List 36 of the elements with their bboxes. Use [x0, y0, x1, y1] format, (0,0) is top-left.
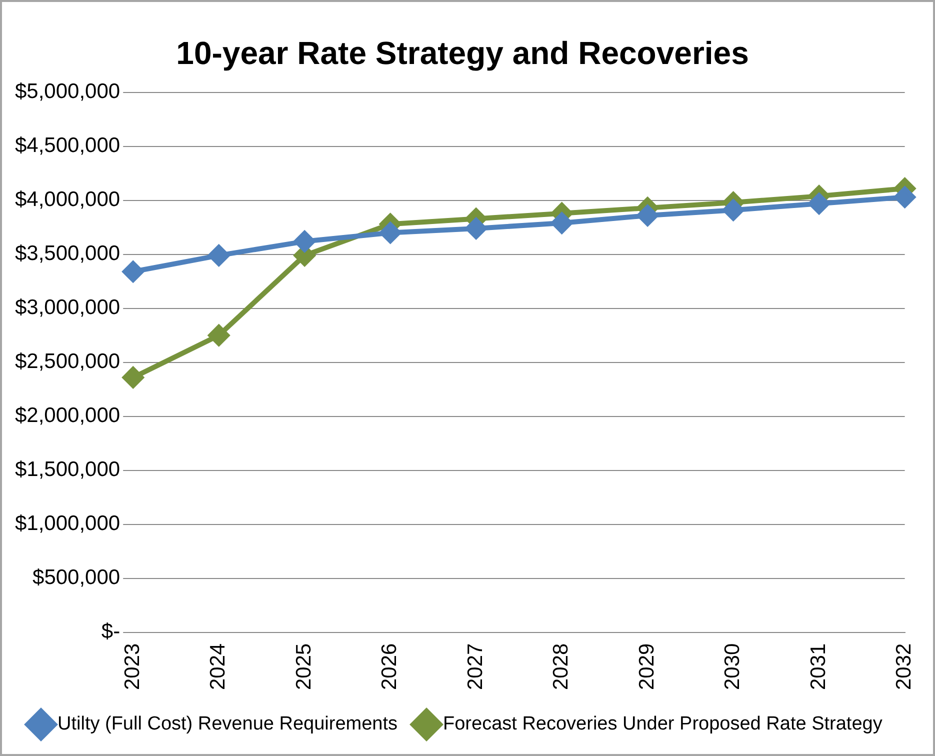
x-tick-label: 2029	[635, 643, 658, 690]
x-tick-label: 2026	[378, 643, 402, 690]
x-tick-label: 2031	[806, 643, 830, 690]
y-tick-label: $1,000,000	[14, 512, 120, 536]
x-tick-label: 2032	[892, 643, 916, 690]
point	[380, 222, 401, 244]
point	[551, 212, 572, 234]
point	[808, 193, 830, 214]
x-tick-label: 2024	[206, 642, 230, 690]
x-tick-label: 2027	[464, 643, 487, 690]
point	[208, 244, 230, 266]
x-tick-label: 2028	[550, 643, 573, 690]
y-tick-label: $3,000,000	[14, 296, 120, 320]
y-tick-label: $2,500,000	[14, 350, 120, 374]
legend-label: Forecast Recoveries Under Proposed Rate Strategy	[443, 714, 883, 735]
y-tick-label: $500,000	[32, 566, 120, 590]
point	[466, 218, 487, 239]
x-tick-label: 2025	[292, 643, 316, 690]
point	[294, 230, 316, 252]
y-tick-label: $3,500,000	[14, 242, 120, 266]
point	[637, 204, 658, 226]
chart-title: 10-year Rate Strategy and Recoveries	[176, 35, 749, 72]
x-tick-label: 2023	[120, 643, 144, 690]
point	[208, 324, 230, 346]
point	[122, 366, 144, 388]
y-tick-label: $4,500,000	[14, 134, 120, 158]
y-tick-label: $5,000,000	[14, 80, 120, 104]
y-tick-label: $2,000,000	[14, 404, 120, 428]
x-tick-label: 2030	[721, 643, 744, 690]
y-tick-label: $-	[101, 620, 120, 644]
point	[894, 186, 916, 208]
legend-label: Utilty (Full Cost) Revenue Requirements	[58, 714, 398, 735]
y-tick-label: $1,500,000	[14, 458, 120, 482]
point	[122, 261, 144, 282]
point	[722, 200, 744, 221]
y-tick-label: $4,000,000	[14, 188, 120, 212]
